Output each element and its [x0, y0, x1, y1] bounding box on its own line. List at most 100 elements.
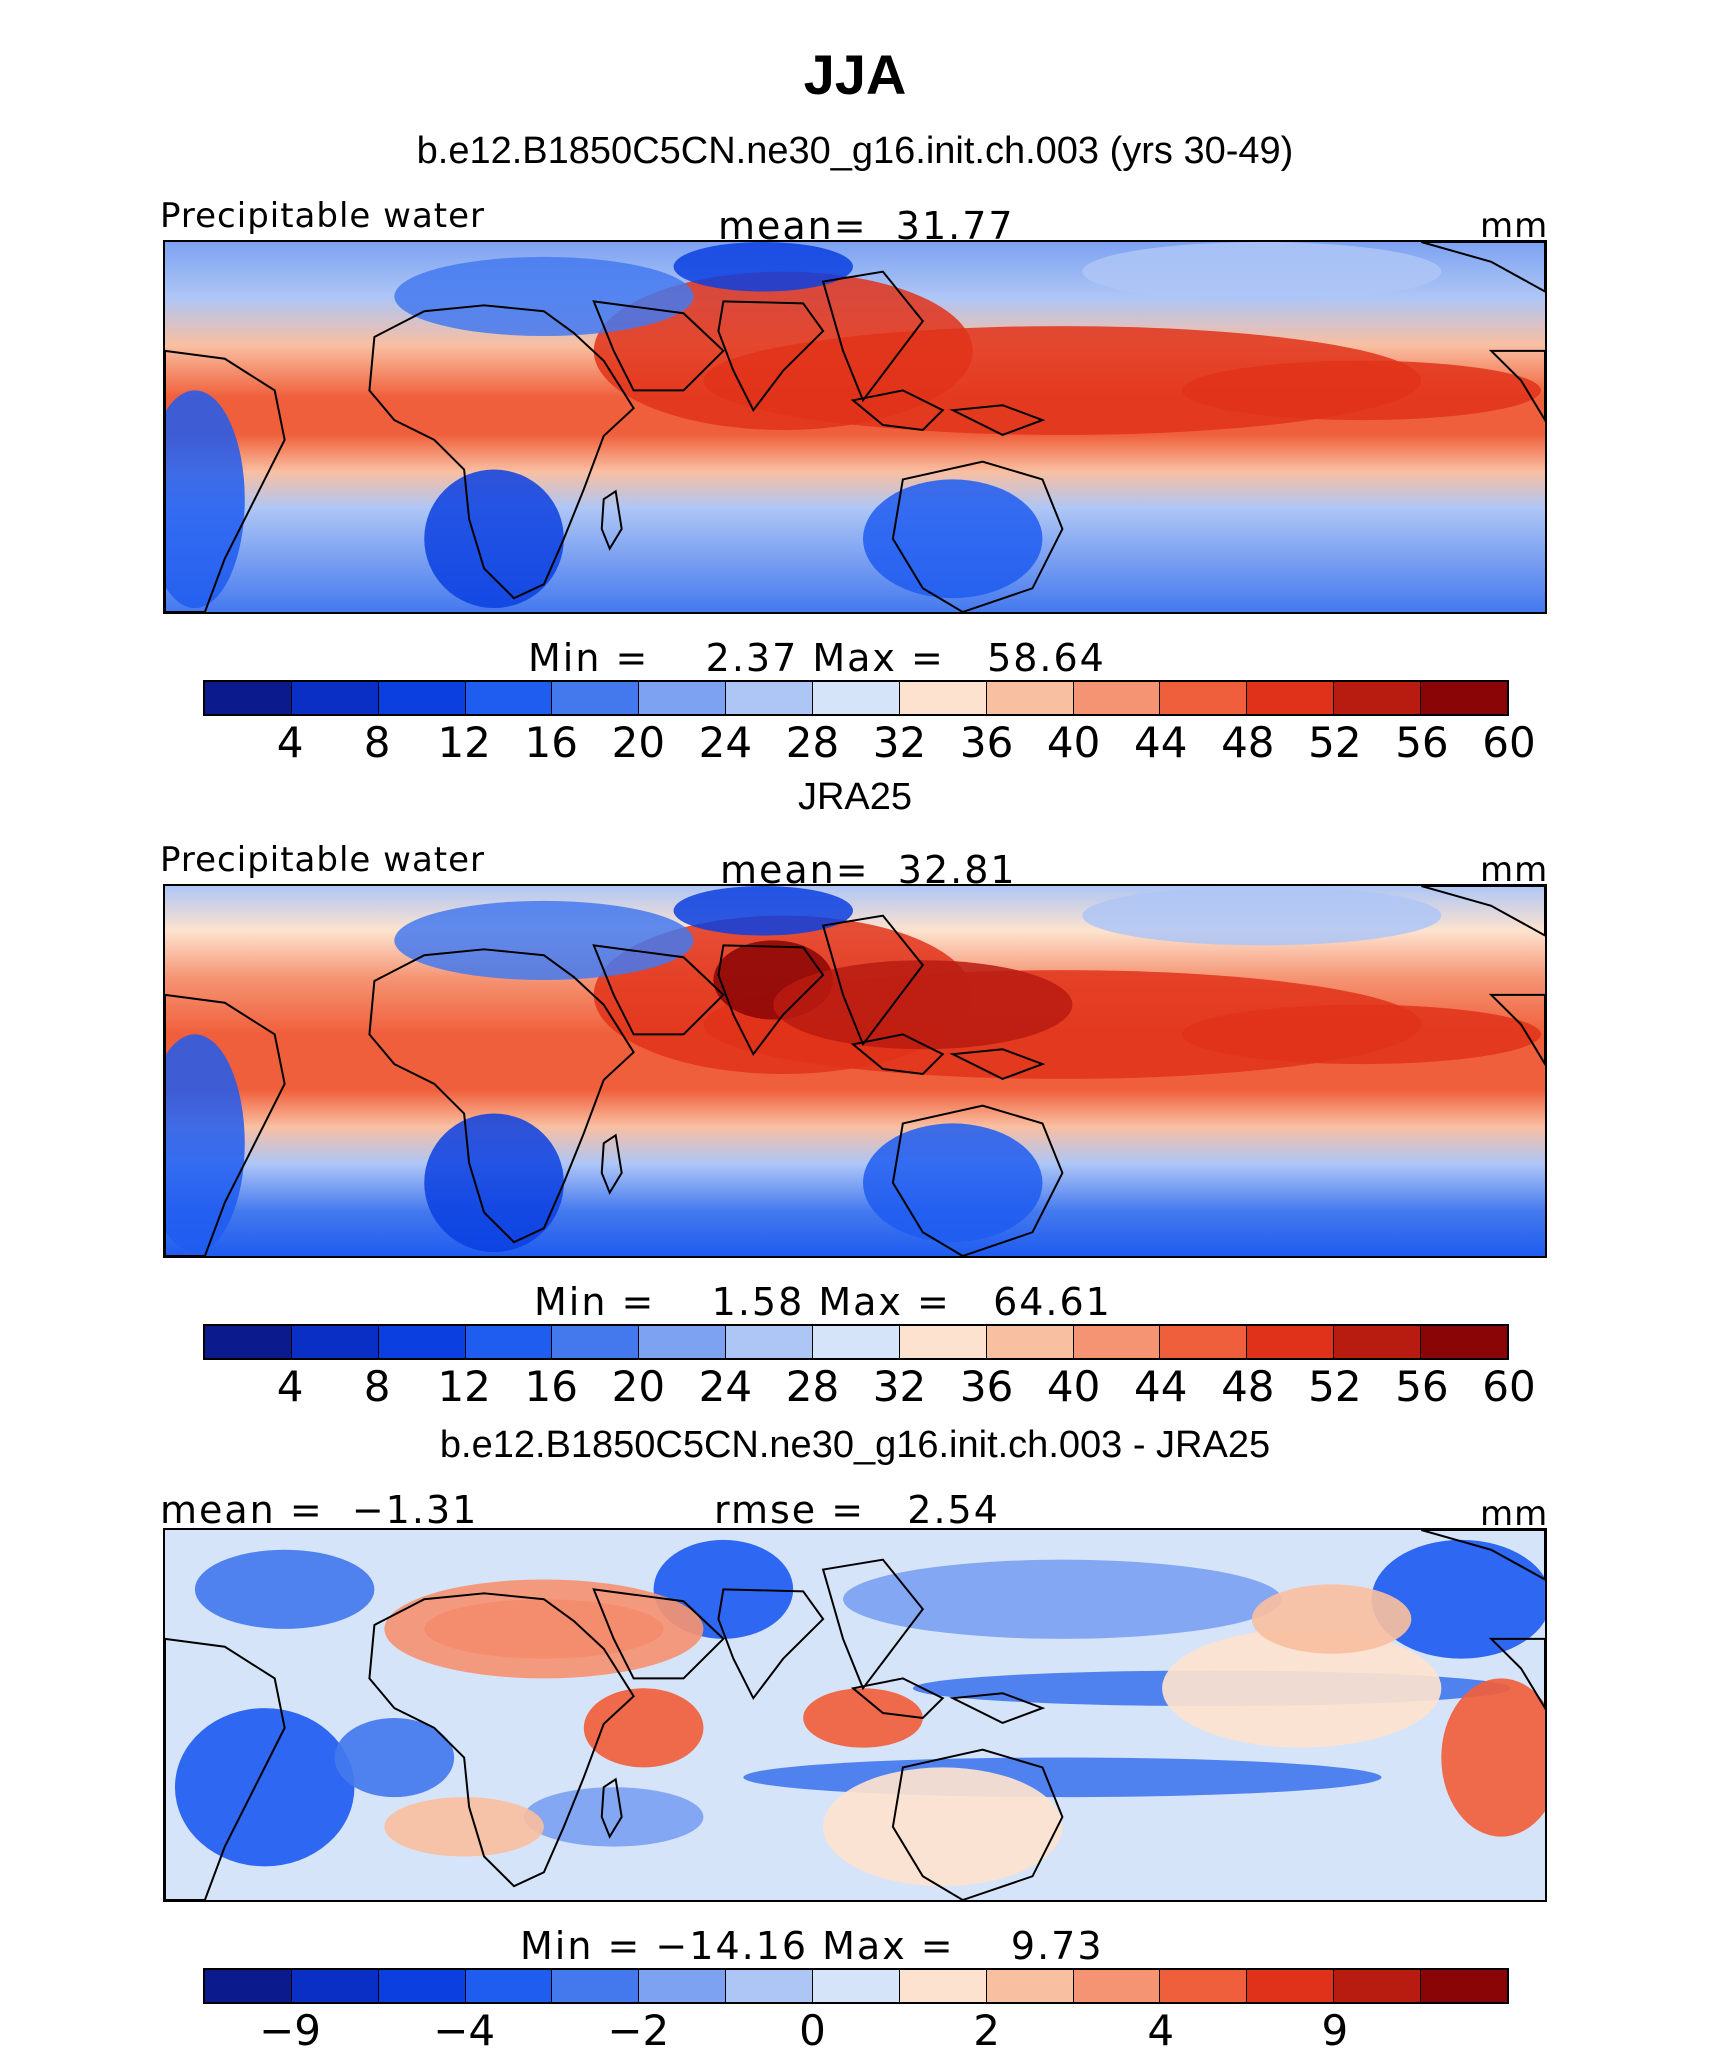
colorbar-swatch [1073, 1970, 1161, 2002]
colorbar-tick-label: 52 [1308, 718, 1362, 767]
colorbar-swatch [639, 1326, 727, 1358]
colorbar-swatch [205, 682, 292, 714]
colorbar-tick-label: 12 [437, 1362, 491, 1411]
colorbar-tick-label: 60 [1482, 718, 1536, 767]
colorbar-swatch [1247, 682, 1335, 714]
colorbar-swatch [899, 1326, 987, 1358]
colorbar-tick-label: 16 [524, 718, 578, 767]
panel1-units: mm [1480, 206, 1549, 246]
colorbar-tick-label: −2 [607, 2006, 670, 2055]
colorbar-tick-label: 24 [698, 1362, 753, 1411]
panel1-map [163, 240, 1547, 614]
colorbar-swatch [1160, 682, 1248, 714]
colorbar-swatch [639, 1970, 727, 2002]
panel3-subtitle: b.e12.B1850C5CN.ne30_g16.init.ch.003 - J… [439, 1424, 1271, 1466]
colorbar-tick-label: −4 [433, 2006, 496, 2055]
colorbar-tick-label: 56 [1395, 1362, 1449, 1411]
colorbar-tick-label: 48 [1221, 718, 1275, 767]
colorbar-tick-label: 4 [1147, 2006, 1175, 2055]
colorbar-tick-label: 28 [785, 718, 840, 767]
panel1-variable-label: Precipitable water [160, 196, 486, 236]
colorbar-swatch [378, 1970, 466, 2002]
colorbar-swatch [465, 1326, 553, 1358]
colorbar-swatch [1421, 1970, 1507, 2002]
colorbar-tick-label: 9 [1321, 2006, 1349, 2055]
colorbar-swatch [1073, 1326, 1161, 1358]
colorbar-tick-label: −9 [259, 2006, 322, 2055]
colorbar-tick-label: 32 [872, 718, 927, 767]
colorbar-tick-label: 8 [363, 1362, 391, 1411]
colorbar-tick-label: 52 [1308, 1362, 1362, 1411]
colorbar-swatch [552, 682, 640, 714]
colorbar-swatch [726, 682, 814, 714]
colorbar-tick-label: 40 [1046, 718, 1101, 767]
colorbar-swatch [291, 1326, 379, 1358]
colorbar-tick-label: 0 [799, 2006, 826, 2055]
colorbar-swatch [726, 1326, 814, 1358]
colorbar-tick-label: 8 [363, 718, 391, 767]
panel2-map [163, 884, 1547, 1258]
colorbar-swatch [1160, 1970, 1248, 2002]
panel3-minmax: Min = −14.16 Max = 9.73 [520, 1924, 1104, 1968]
figure-title: JJA [803, 43, 907, 106]
colorbar-tick-label: 40 [1046, 1362, 1101, 1411]
colorbar-swatch [291, 682, 379, 714]
colorbar-swatch [1334, 1970, 1422, 2002]
colorbar-tick-label: 2 [973, 2006, 1000, 2055]
panel1-colorbar [203, 680, 1509, 716]
colorbar-tick-label: 36 [959, 718, 1014, 767]
colorbar-swatch [639, 682, 727, 714]
panel3-colorbar-ticks: −9 −4 −2 0 2 4 9 [203, 2006, 1509, 2055]
colorbar-swatch [813, 1970, 900, 2002]
colorbar-swatch [899, 1970, 987, 2002]
colorbar-tick-label: 4 [276, 718, 304, 767]
colorbar-swatch [986, 1326, 1074, 1358]
panel3-units: mm [1480, 1494, 1549, 1534]
colorbar-swatch [205, 1326, 292, 1358]
colorbar-tick-label: 12 [437, 718, 491, 767]
colorbar-tick-label: 36 [959, 1362, 1014, 1411]
colorbar-tick-label: 44 [1133, 1362, 1188, 1411]
colorbar-swatch [205, 1970, 292, 2002]
colorbar-tick-label: 48 [1221, 1362, 1275, 1411]
colorbar-swatch [552, 1970, 640, 2002]
panel3-rmse: rmse = 2.54 [714, 1488, 1000, 1532]
colorbar-swatch [465, 1970, 553, 2002]
panel3-mean: mean = −1.31 [160, 1488, 479, 1532]
colorbar-swatch [1334, 682, 1422, 714]
colorbar-tick-label: 32 [872, 1362, 927, 1411]
panel2-minmax: Min = 1.58 Max = 64.61 [534, 1280, 1112, 1324]
panel3-colorbar [203, 1968, 1509, 2004]
colorbar-swatch [378, 1326, 466, 1358]
colorbar-swatch [986, 682, 1074, 714]
colorbar-tick-label: 20 [611, 1362, 666, 1411]
panel2-subtitle: JRA25 [797, 776, 913, 818]
colorbar-swatch [378, 682, 466, 714]
panel2-colorbar [203, 1324, 1509, 1360]
colorbar-tick-label: 60 [1482, 1362, 1536, 1411]
panel1-colorbar-ticks: 4 8 12 16 20 24 28 32 36 40 44 48 52 56 60 [203, 718, 1536, 767]
colorbar-tick-label: 20 [611, 718, 666, 767]
colorbar-swatch [552, 1326, 640, 1358]
colorbar-swatch [1160, 1326, 1248, 1358]
colorbar-swatch [1247, 1970, 1335, 2002]
colorbar-tick-label: 16 [524, 1362, 578, 1411]
colorbar-swatch [726, 1970, 814, 2002]
panel2-variable-label: Precipitable water [160, 840, 486, 880]
colorbar-swatch [813, 682, 900, 714]
colorbar-swatch [986, 1970, 1074, 2002]
panel3-map [163, 1528, 1547, 1902]
colorbar-tick-label: 56 [1395, 718, 1449, 767]
colorbar-swatch [899, 682, 987, 714]
panel1-minmax: Min = 2.37 Max = 58.64 [528, 636, 1106, 680]
colorbar-swatch [291, 1970, 379, 2002]
colorbar-swatch [813, 1326, 900, 1358]
colorbar-swatch [465, 682, 553, 714]
colorbar-tick-label: 44 [1133, 718, 1188, 767]
colorbar-tick-label: 28 [785, 1362, 840, 1411]
panel2-colorbar-ticks: 4 8 12 16 20 24 28 32 36 40 44 48 52 56 60 [203, 1362, 1536, 1411]
colorbar-tick-label: 24 [698, 718, 753, 767]
colorbar-swatch [1247, 1326, 1335, 1358]
panel2-units: mm [1480, 850, 1549, 890]
colorbar-tick-label: 4 [276, 1362, 304, 1411]
